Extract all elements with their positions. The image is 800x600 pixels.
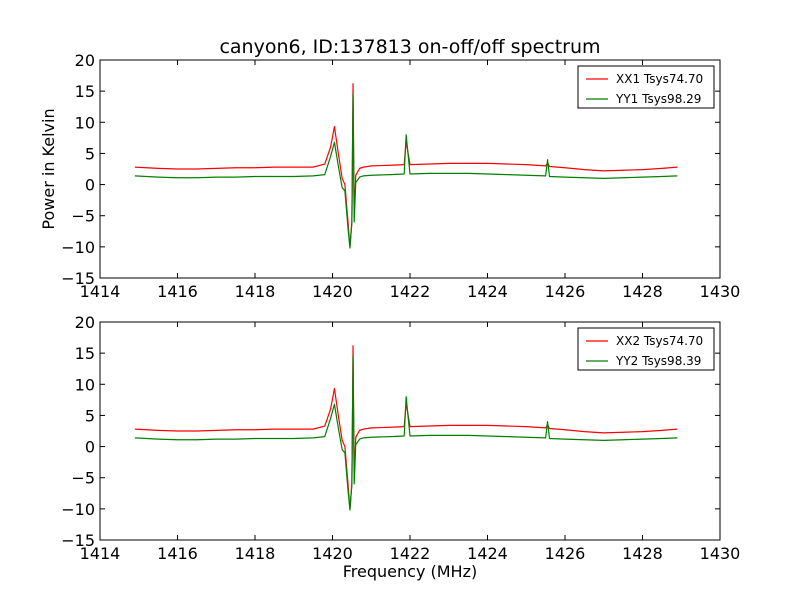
x-tick-label: 1424 (467, 544, 508, 563)
y-tick-label: 20 (75, 313, 95, 332)
x-tick-label: 1416 (157, 544, 198, 563)
y-tick-label: 20 (75, 51, 95, 70)
x-tick-label: 1420 (312, 544, 353, 563)
y-tick-label: 10 (75, 113, 95, 132)
y-tick-label: −15 (61, 269, 95, 288)
series-line-1 (134, 83, 678, 248)
y-tick-label: −5 (71, 469, 95, 488)
y-tick-label: 0 (85, 176, 95, 195)
figure-title: canyon6, ID:137813 on-off/off spectrum (219, 36, 600, 58)
legend-label: XX1 Tsys74.70 (616, 72, 703, 86)
y-tick-label: 0 (85, 438, 95, 457)
y-tick-label: −15 (61, 531, 95, 550)
series-line-1 (134, 345, 678, 510)
x-tick-label: 1426 (545, 282, 586, 301)
y-tick-label: 5 (85, 406, 95, 425)
y-tick-label: 15 (75, 344, 95, 363)
x-tick-label: 1426 (545, 544, 586, 563)
x-tick-label: 1424 (467, 282, 508, 301)
x-axis-title: Frequency (MHz) (343, 562, 477, 581)
x-tick-label: 1414 (80, 544, 121, 563)
y-tick-label: 5 (85, 144, 95, 163)
series-line-2 (134, 355, 678, 511)
y-tick-label: −10 (61, 500, 95, 519)
x-tick-label: 1420 (312, 282, 353, 301)
chart-panel-1: 1414 1416 1418 1420 1422 1424 1426 1428 1430 −15 −… (61, 51, 740, 301)
y-tick-label: 15 (75, 82, 95, 101)
legend-label: XX2 Tsys74.70 (616, 334, 703, 348)
chart-panel-2: 1414 1416 1418 1420 1422 1424 1426 1428 1430 −15 −… (61, 313, 740, 563)
x-tick-label: 1428 (622, 282, 663, 301)
x-tick-label: 1430 (700, 282, 741, 301)
x-tick-label: 1416 (157, 282, 198, 301)
legend-box (577, 327, 715, 371)
x-tick-label: 1418 (235, 282, 276, 301)
y-tick-label: 10 (75, 375, 95, 394)
y-tick-label: −5 (71, 207, 95, 226)
y-axis-title: Power in Kelvin (39, 108, 58, 229)
y-tick-label: −10 (61, 238, 95, 257)
series-line-2 (134, 93, 678, 249)
x-tick-label: 1422 (390, 544, 431, 563)
x-tick-label: 1414 (80, 282, 121, 301)
legend-label: YY2 Tsys98.39 (615, 354, 701, 368)
x-tick-label: 1418 (235, 544, 276, 563)
legend-label: YY1 Tsys98.29 (615, 92, 701, 106)
legend-box (577, 65, 715, 109)
x-tick-label: 1430 (700, 544, 741, 563)
x-tick-label: 1422 (390, 282, 431, 301)
x-tick-label: 1428 (622, 544, 663, 563)
